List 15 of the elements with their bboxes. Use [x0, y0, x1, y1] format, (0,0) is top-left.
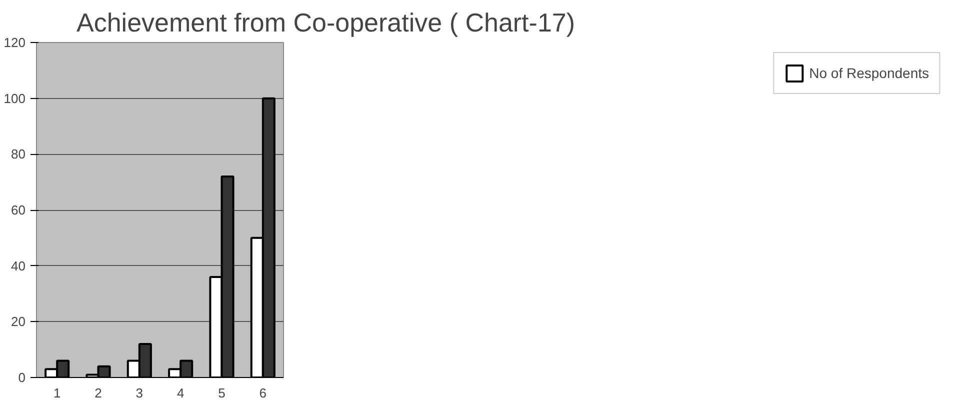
x-tick-label: 1 — [53, 386, 61, 400]
legend-label: No of Respondents — [809, 65, 929, 81]
y-tick-label: 60 — [11, 202, 26, 218]
y-tick-label: 120 — [4, 35, 26, 50]
x-tick-label: 3 — [136, 386, 144, 400]
y-tick-label: 80 — [11, 146, 26, 162]
x-tick-label: 6 — [259, 386, 267, 400]
y-tick-label: 100 — [4, 90, 26, 106]
chart-title: Achievement from Co-operative ( Chart-17) — [76, 8, 576, 38]
y-tick-label: 0 — [18, 370, 26, 385]
y-tick-label: 40 — [11, 258, 26, 274]
x-tick-label: 5 — [218, 386, 226, 400]
x-tick-label: 4 — [176, 386, 184, 400]
y-tick-label: 20 — [11, 314, 26, 330]
x-tick-label: 2 — [94, 386, 102, 400]
